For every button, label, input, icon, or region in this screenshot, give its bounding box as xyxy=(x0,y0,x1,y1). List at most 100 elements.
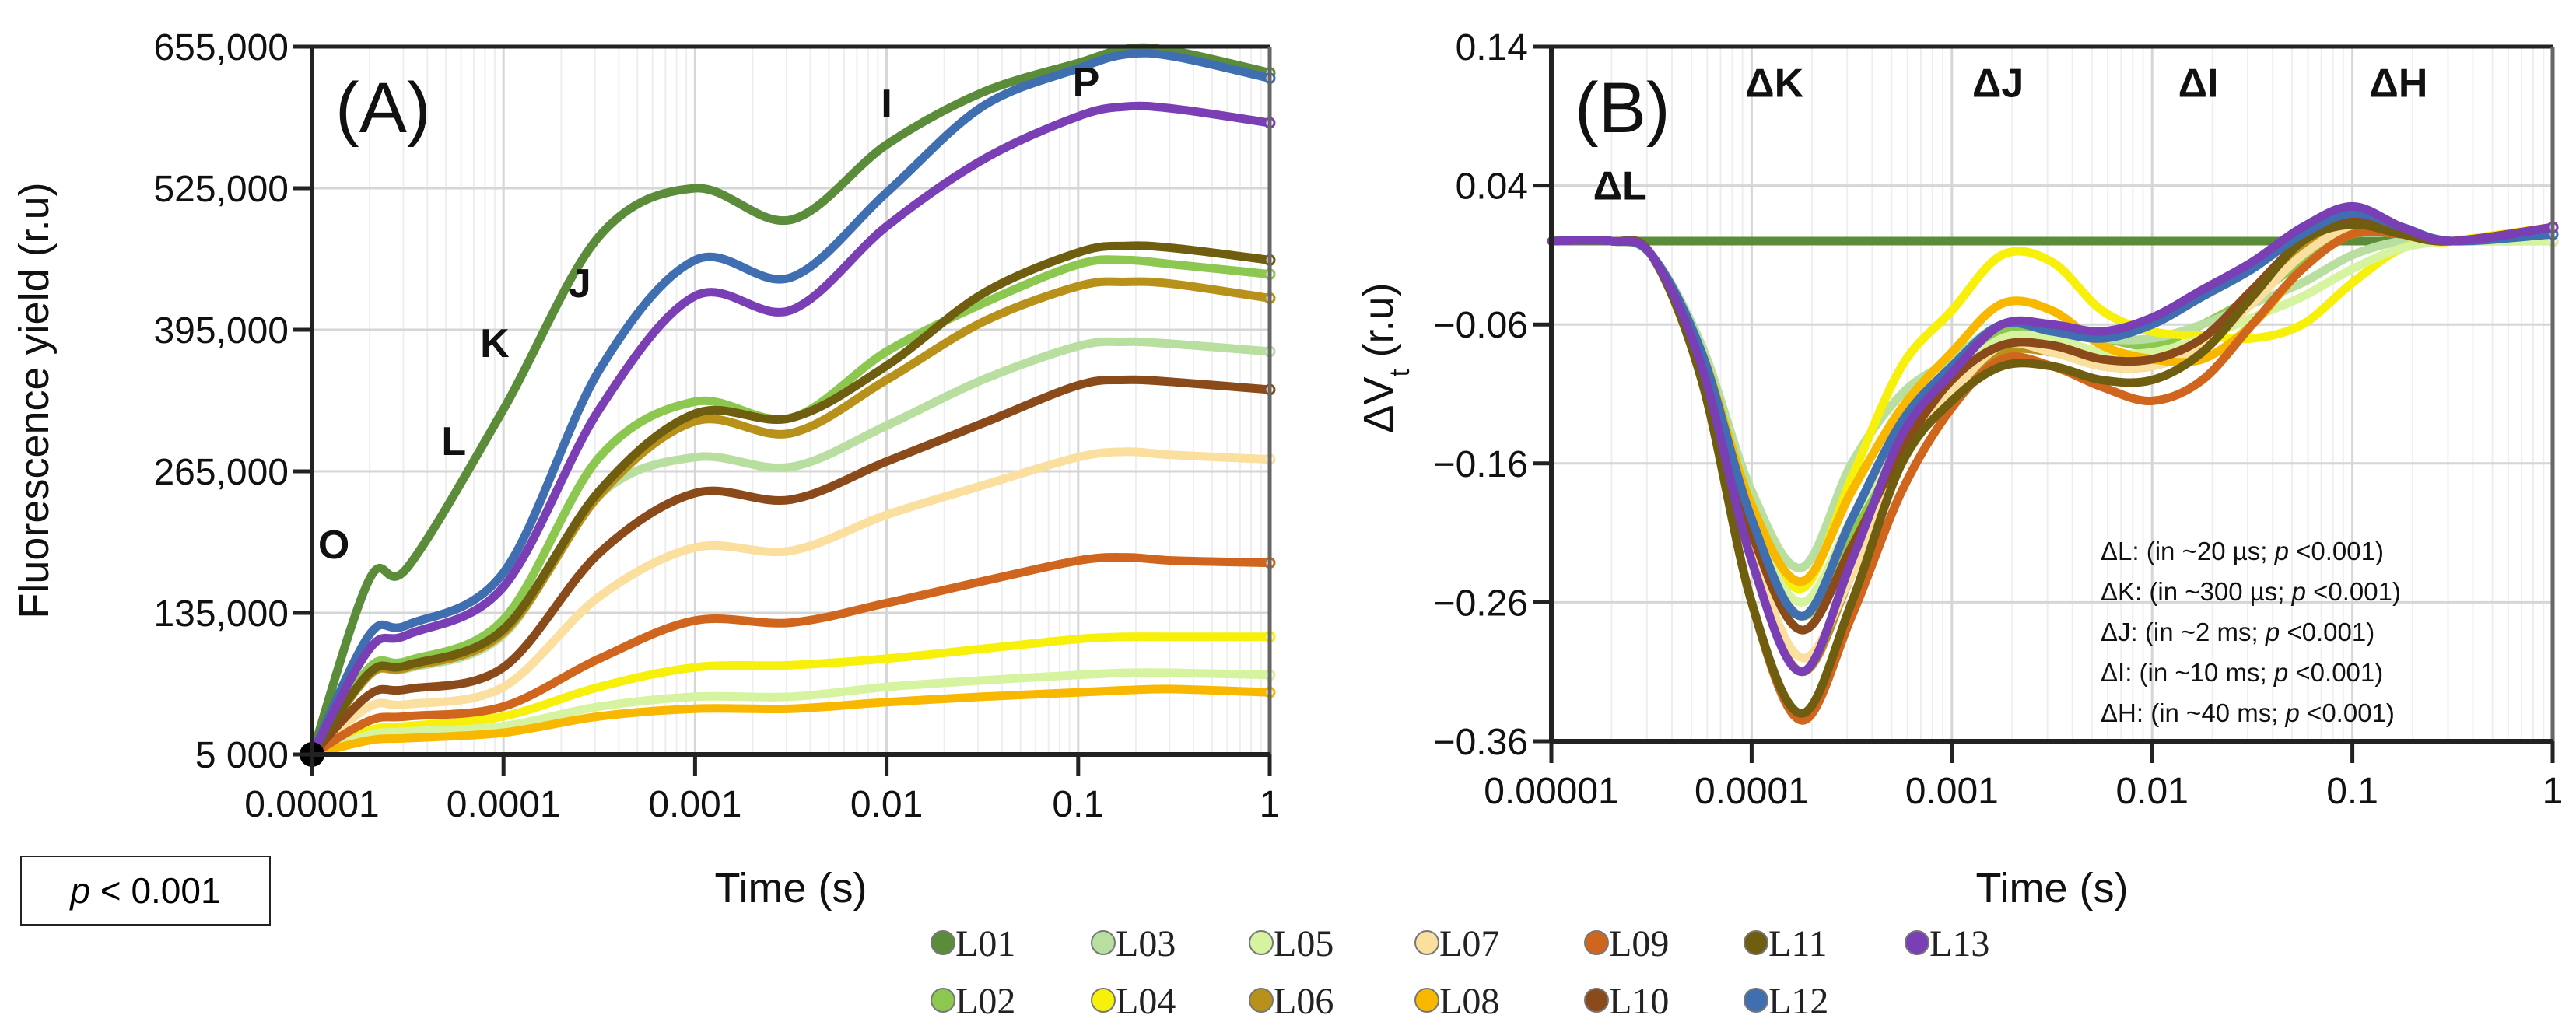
legend-marker xyxy=(1414,930,1439,955)
legend-item-L12: L12 xyxy=(1744,981,1828,1022)
series-line-L13 xyxy=(1547,201,2557,677)
stat-p: p xyxy=(2285,698,2300,727)
series-line-L02 xyxy=(1547,227,2557,621)
legend-label: L09 xyxy=(1609,923,1669,964)
y-tick-label: −0.26 xyxy=(1434,583,1528,624)
legend-label: L08 xyxy=(1439,981,1499,1022)
x-tick-label: 0.001 xyxy=(648,784,741,825)
legend-item-L05: L05 xyxy=(1249,923,1334,964)
phase-label: ΔL xyxy=(1593,163,1647,208)
x-tick-label: 1 xyxy=(2543,771,2564,812)
stat-p: p xyxy=(2274,537,2289,565)
legend-marker xyxy=(1744,988,1768,1013)
stat-line: ΔI: (in ~10 ms; p <0.001) xyxy=(2101,658,2383,687)
series-line-L09 xyxy=(307,553,1274,759)
series-line-L04 xyxy=(307,632,1274,759)
stat-value: <0.001) xyxy=(2300,698,2395,727)
legend-marker xyxy=(931,988,955,1013)
legend-item-L10: L10 xyxy=(1584,981,1669,1022)
series-line-L11 xyxy=(307,241,1274,759)
stat-line: ΔJ: (in ~2 ms; p <0.001) xyxy=(2101,618,2374,646)
series-line-L09 xyxy=(1547,222,2557,725)
legend-item-L04: L04 xyxy=(1091,981,1176,1022)
legend-label: L06 xyxy=(1274,981,1334,1022)
series-line-L10 xyxy=(307,375,1274,759)
stat-line: ΔK: (in ~300 µs; p <0.001) xyxy=(2101,577,2401,606)
panel-b: 0.00001 0.0001 0.001 0.01 0.1 1 0.14 0.04 −0.06 −… xyxy=(1355,27,2563,912)
y-axis-title: Fluorescence yield (r.u) xyxy=(11,182,58,618)
legend-label: L04 xyxy=(1116,981,1176,1022)
series-line-L04 xyxy=(1547,222,2557,593)
stat-p: p xyxy=(2273,658,2288,687)
stat-text: ΔK: (in ~300 µs; xyxy=(2101,577,2292,606)
legend-label: L02 xyxy=(955,981,1015,1022)
legend-label: L03 xyxy=(1116,923,1176,964)
x-tick-label: 0.0001 xyxy=(1695,771,1809,812)
p-value-text: < 0.001 xyxy=(90,870,221,911)
series-group xyxy=(1547,201,2559,725)
legend-label: L13 xyxy=(1929,923,1989,964)
x-tick-label: 0.1 xyxy=(2326,771,2378,812)
phase-label: ΔI xyxy=(2178,61,2219,106)
x-tick-label: 0.1 xyxy=(1052,784,1104,825)
legend-item-L09: L09 xyxy=(1584,923,1669,964)
y-tick-label: 525,000 xyxy=(153,169,289,210)
legend-label: L12 xyxy=(1768,981,1828,1022)
stat-line: ΔH: (in ~40 ms; p <0.001) xyxy=(2101,698,2395,727)
y-axis-title-subscript: t xyxy=(1383,369,1415,376)
y-axis-title-main: ΔV xyxy=(1355,376,1402,432)
y-axis-title: ΔVt (r.u) xyxy=(1355,282,1415,432)
phase-label: I xyxy=(881,82,892,127)
legend-marker xyxy=(1584,930,1609,955)
p-value-box: p < 0.001 xyxy=(20,856,271,926)
phase-label: ΔK xyxy=(1745,61,1803,106)
x-tick-label: 1 xyxy=(1260,784,1281,825)
stat-text: ΔJ: (in ~2 ms; xyxy=(2101,618,2266,646)
y-tick-label: 0.04 xyxy=(1456,166,1528,208)
phase-label: ΔJ xyxy=(1972,61,2024,106)
legend-marker xyxy=(1249,930,1274,955)
series-line-L06 xyxy=(1547,215,2557,677)
series-line-L03 xyxy=(1547,236,2557,572)
legend-marker xyxy=(1905,930,1929,955)
legend-label: L01 xyxy=(955,923,1015,964)
y-tick-label: 135,000 xyxy=(153,593,289,635)
x-tick-label: 0.0001 xyxy=(447,784,561,825)
legend-marker xyxy=(1091,930,1116,955)
series-line-L05 xyxy=(1547,236,2557,607)
legend-item-L06: L06 xyxy=(1249,981,1334,1022)
x-axis-title: Time (s) xyxy=(715,865,867,912)
phase-label: O xyxy=(318,523,349,568)
phase-label: K xyxy=(480,321,510,366)
x-tick-label: 0.01 xyxy=(850,784,923,825)
series-line-L05 xyxy=(307,668,1274,759)
stat-text: ΔL: (in ~20 µs; xyxy=(2101,537,2275,565)
x-tick-label: 0.00001 xyxy=(1484,771,1619,812)
legend-item-L08: L08 xyxy=(1414,981,1499,1022)
stat-value: <0.001) xyxy=(2289,537,2384,565)
stat-value: <0.001) xyxy=(2288,658,2383,687)
series-line-L07 xyxy=(307,447,1274,759)
legend-label: L10 xyxy=(1609,981,1669,1022)
series-line-L08 xyxy=(1547,222,2557,586)
stat-value: <0.001) xyxy=(2306,577,2401,606)
series-line-L08 xyxy=(307,684,1274,759)
series-line-L07 xyxy=(1547,222,2557,663)
stat-line: ΔL: (in ~20 µs; p <0.001) xyxy=(2101,537,2384,565)
x-tick-label: 0.001 xyxy=(1905,771,1999,812)
legend-label: L05 xyxy=(1274,923,1334,964)
legend-label: L11 xyxy=(1768,923,1828,964)
y-tick-label: −0.36 xyxy=(1434,722,1528,763)
y-tick-label: 265,000 xyxy=(153,452,289,493)
legend-item-L02: L02 xyxy=(931,981,1015,1022)
legend-item-L03: L03 xyxy=(1091,923,1176,964)
phase-label: P xyxy=(1073,60,1100,105)
series-line-L10 xyxy=(1547,215,2557,635)
stat-p: p xyxy=(2265,618,2280,646)
legend-item-L01: L01 xyxy=(931,923,1015,964)
legend-marker xyxy=(1091,988,1116,1013)
x-axis-title: Time (s) xyxy=(1976,865,2129,912)
stat-text: ΔH: (in ~40 ms; xyxy=(2101,698,2286,727)
legend-marker xyxy=(1249,988,1274,1013)
